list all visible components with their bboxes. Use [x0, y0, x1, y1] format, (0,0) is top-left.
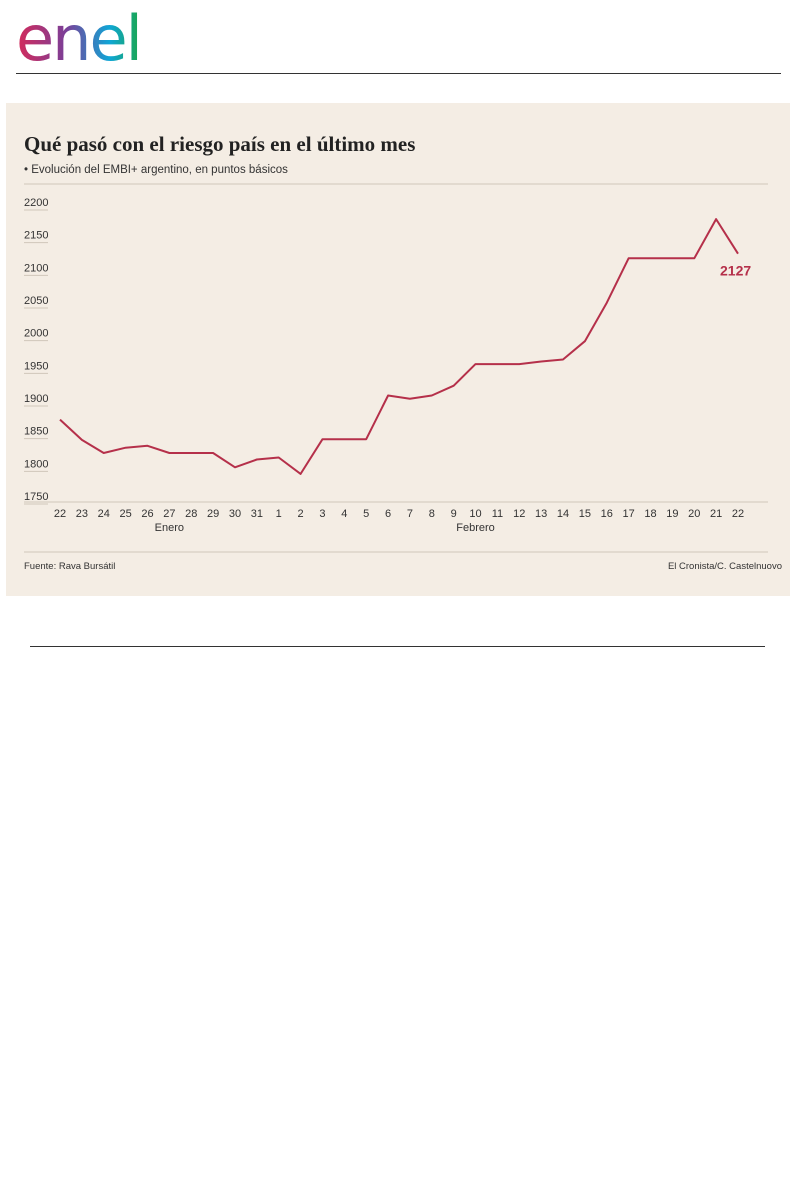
- line-chart: Qué pasó con el riesgo país en el último…: [24, 132, 782, 572]
- x-tick-label: 1: [276, 508, 282, 520]
- y-tick-label: 1850: [24, 426, 48, 438]
- x-tick-label: 10: [469, 508, 481, 520]
- x-tick-label: 28: [185, 508, 197, 520]
- x-tick-label: 15: [579, 508, 591, 520]
- x-tick-label: 20: [688, 508, 700, 520]
- x-tick-label: 21: [710, 508, 722, 520]
- y-tick-label: 2000: [24, 328, 48, 340]
- y-tick-label: 2100: [24, 262, 48, 274]
- x-tick-label: 30: [229, 508, 241, 520]
- x-tick-label: 26: [141, 508, 153, 520]
- month-label: Enero: [155, 522, 184, 534]
- y-tick-label: 1900: [24, 393, 48, 405]
- x-tick-label: 31: [251, 508, 263, 520]
- y-tick-label: 2050: [24, 295, 48, 307]
- x-tick-label: 25: [119, 508, 131, 520]
- y-tick-label: 1950: [24, 360, 48, 372]
- x-tick-label: 22: [54, 508, 66, 520]
- logo-text: enel: [16, 6, 141, 68]
- y-tick-label: 1800: [24, 458, 48, 470]
- x-tick-label: 16: [601, 508, 613, 520]
- x-tick-label: 14: [557, 508, 569, 520]
- x-tick-label: 23: [76, 508, 88, 520]
- x-tick-label: 4: [341, 508, 347, 520]
- series-line: [59, 218, 739, 475]
- chart-title: Qué pasó con el riesgo país en el último…: [24, 132, 415, 156]
- x-tick-label: 19: [666, 508, 678, 520]
- x-tick-label: 6: [385, 508, 391, 520]
- chart-subtitle: • Evolución del EMBI+ argentino, en punt…: [24, 164, 288, 176]
- x-tick-label: 17: [623, 508, 635, 520]
- footer-rule: [30, 646, 765, 647]
- x-tick-label: 9: [451, 508, 457, 520]
- x-tick-label: 7: [407, 508, 413, 520]
- x-tick-label: 27: [163, 508, 175, 520]
- x-tick-label: 3: [319, 508, 325, 520]
- month-label: Febrero: [456, 522, 495, 534]
- x-tick-label: 18: [644, 508, 656, 520]
- x-tick-label: 5: [363, 508, 369, 520]
- x-tick-label: 8: [429, 508, 435, 520]
- y-tick-label: 2150: [24, 230, 48, 242]
- last-value-label: 2127: [720, 263, 751, 279]
- chart-credit: El Cronista/C. Castelnuovo: [668, 561, 782, 572]
- x-tick-label: 29: [207, 508, 219, 520]
- x-tick-label: 2: [298, 508, 304, 520]
- y-tick-label: 1750: [24, 491, 48, 503]
- y-tick-label: 2200: [24, 197, 48, 209]
- header-divider: [16, 73, 781, 74]
- x-tick-label: 11: [492, 508, 503, 520]
- chart-source: Fuente: Rava Bursátil: [24, 561, 115, 572]
- x-tick-label: 24: [98, 508, 110, 520]
- x-tick-label: 13: [535, 508, 547, 520]
- enel-logo: enel: [16, 6, 143, 68]
- x-tick-label: 12: [513, 508, 525, 520]
- x-tick-label: 22: [732, 508, 744, 520]
- chart-card: Qué pasó con el riesgo país en el último…: [6, 103, 790, 596]
